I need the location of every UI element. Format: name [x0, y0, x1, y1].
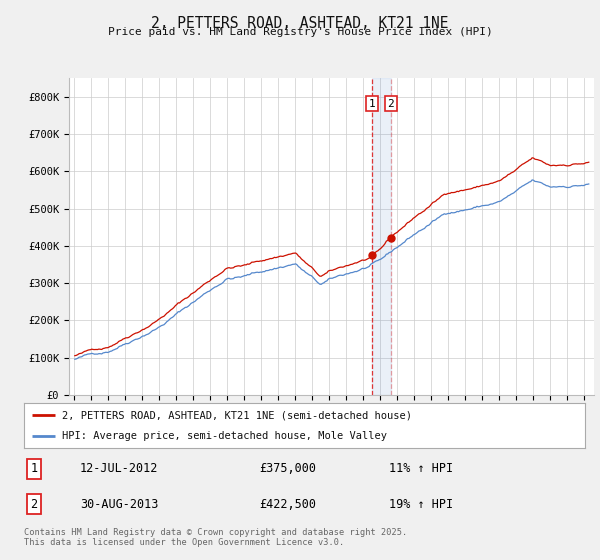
Text: 2, PETTERS ROAD, ASHTEAD, KT21 1NE: 2, PETTERS ROAD, ASHTEAD, KT21 1NE	[151, 16, 449, 31]
Text: 12-JUL-2012: 12-JUL-2012	[80, 463, 158, 475]
Text: Price paid vs. HM Land Registry's House Price Index (HPI): Price paid vs. HM Land Registry's House …	[107, 27, 493, 37]
Text: 2: 2	[388, 99, 394, 109]
Text: 1: 1	[31, 463, 38, 475]
Text: £375,000: £375,000	[260, 463, 317, 475]
Text: 2: 2	[31, 497, 38, 511]
Text: £422,500: £422,500	[260, 497, 317, 511]
Text: 2, PETTERS ROAD, ASHTEAD, KT21 1NE (semi-detached house): 2, PETTERS ROAD, ASHTEAD, KT21 1NE (semi…	[62, 410, 412, 421]
Bar	[372, 78, 391, 395]
Text: 1: 1	[369, 99, 376, 109]
Text: 30-AUG-2013: 30-AUG-2013	[80, 497, 158, 511]
Text: 19% ↑ HPI: 19% ↑ HPI	[389, 497, 453, 511]
Text: 11% ↑ HPI: 11% ↑ HPI	[389, 463, 453, 475]
Text: Contains HM Land Registry data © Crown copyright and database right 2025.
This d: Contains HM Land Registry data © Crown c…	[24, 528, 407, 547]
Text: HPI: Average price, semi-detached house, Mole Valley: HPI: Average price, semi-detached house,…	[62, 431, 387, 441]
